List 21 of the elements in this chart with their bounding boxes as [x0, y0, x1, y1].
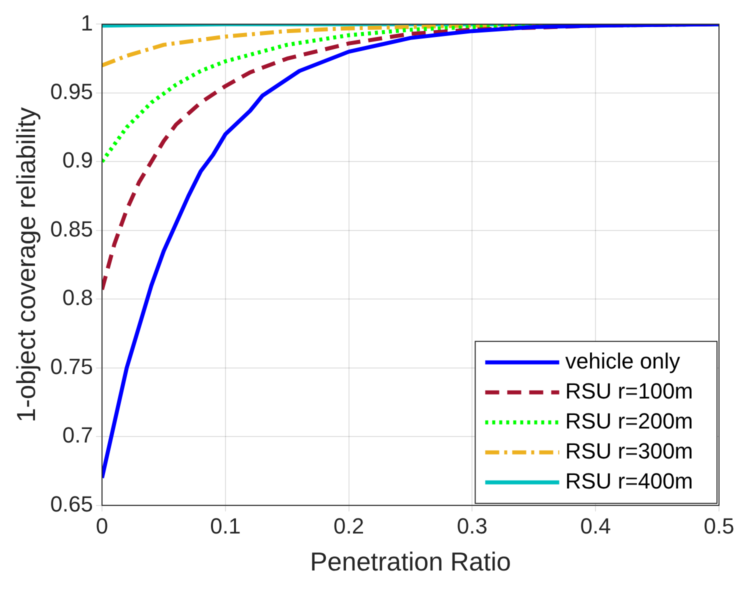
y-tick-label: 0.75	[50, 354, 94, 379]
y-tick-label: 0.85	[50, 216, 94, 242]
y-tick-label: 0.8	[62, 285, 94, 310]
x-tick-label: 0	[96, 514, 108, 539]
x-axis-title: Penetration Ratio	[310, 546, 511, 577]
x-tick-label: 0.2	[334, 514, 364, 539]
x-tick-label: 0.3	[456, 514, 488, 539]
legend-label: RSU r=300m	[565, 438, 694, 464]
legend-label: RSU r=100m	[565, 378, 694, 404]
legend-label: RSU r=200m	[565, 408, 694, 434]
legend-label: vehicle only	[565, 348, 680, 374]
y-tick-label: 0.65	[50, 491, 94, 516]
y-axis-title: 1-object coverage reliability	[10, 107, 41, 422]
y-tick-label: 0.7	[62, 422, 94, 448]
y-tick-label: 1	[80, 10, 94, 36]
legend-label: RSU r=400m	[565, 468, 694, 494]
x-tick-label: 0.5	[704, 514, 734, 539]
y-tick-label: 0.95	[50, 79, 94, 104]
x-tick-label: 0.4	[580, 514, 611, 539]
y-tick-label: 0.9	[62, 148, 94, 173]
x-tick-label: 0.1	[210, 514, 241, 539]
